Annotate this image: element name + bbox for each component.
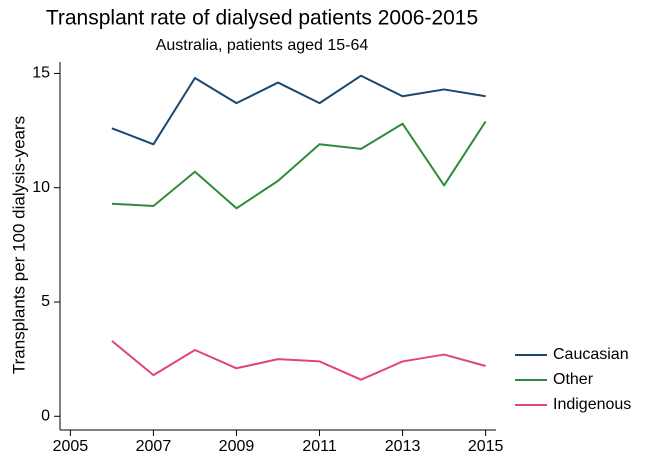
- y-tick-label: 15: [32, 65, 50, 82]
- chart-title: Transplant rate of dialysed patients 200…: [46, 7, 478, 30]
- legend-label: Caucasian: [553, 346, 629, 363]
- series-line: [111, 120, 487, 210]
- x-tick-label: 2009: [219, 438, 255, 455]
- x-tick-label: 2005: [53, 438, 89, 455]
- x-tick-label: 2015: [468, 438, 504, 455]
- x-tick-label: 2013: [385, 438, 421, 455]
- y-tick-label: 10: [32, 179, 50, 196]
- x-tick-label: 2011: [302, 438, 337, 455]
- y-axis-label: Transplants per 100 dialysis-years: [9, 116, 28, 374]
- legend-label: Indigenous: [553, 396, 631, 413]
- y-tick-label: 5: [41, 293, 50, 310]
- series-line: [111, 340, 486, 381]
- x-tick-label: 2007: [136, 438, 172, 455]
- y-tick-label: 0: [41, 408, 50, 425]
- legend-label: Other: [553, 371, 594, 388]
- series-line: [111, 74, 486, 146]
- chart-subtitle: Australia, patients aged 15-64: [156, 37, 369, 54]
